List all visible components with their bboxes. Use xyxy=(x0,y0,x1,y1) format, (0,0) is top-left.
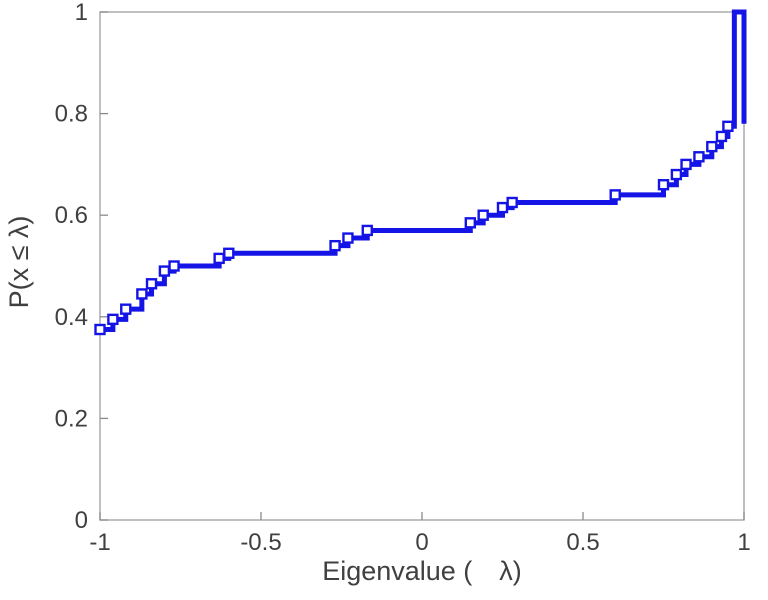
y-tick-label: 0.8 xyxy=(55,101,88,128)
data-point-marker xyxy=(693,151,705,163)
data-point-marker xyxy=(609,189,621,201)
x-tick-label: 0 xyxy=(415,529,428,556)
data-point-marker xyxy=(657,179,670,191)
x-tick-label: -0.5 xyxy=(240,529,281,556)
data-point-marker xyxy=(94,323,106,336)
data-point-marker xyxy=(136,288,148,300)
ecdf-step-line xyxy=(100,9,747,332)
data-point-marker xyxy=(477,209,489,221)
data-point-marker xyxy=(107,313,119,326)
x-tick-label: -1 xyxy=(89,529,110,556)
axes-layer: -1 -0.5 0 0.5 1 0 0.2 0.4 0.6 0.8 1 xyxy=(55,0,751,556)
data-point-marker xyxy=(715,130,728,143)
data-point-marker xyxy=(496,201,509,214)
y-tick-label: 0 xyxy=(75,507,88,534)
y-tick-label: 0.4 xyxy=(55,304,88,331)
data-point-marker xyxy=(342,232,354,244)
data-point-marker xyxy=(680,158,692,171)
x-tick-label: 0.5 xyxy=(566,529,599,556)
data-point-marker xyxy=(213,252,225,265)
data-point-marker xyxy=(706,140,718,153)
data-point-marker xyxy=(223,247,235,260)
y-tick-label: 0.2 xyxy=(55,405,88,432)
y-tick-label: 1 xyxy=(75,0,88,26)
plot-layer xyxy=(94,9,747,336)
y-axis-label: P(x ≤ λ) xyxy=(4,216,34,309)
data-point-marker xyxy=(158,265,171,277)
data-point-marker xyxy=(464,217,476,229)
data-point-marker xyxy=(506,196,518,209)
y-tick-label: 0.6 xyxy=(55,202,88,229)
data-point-marker xyxy=(145,278,158,290)
x-tick-label: 1 xyxy=(737,529,750,556)
x-axis-label: Eigenvalue ( λ) xyxy=(322,556,522,586)
data-point-marker xyxy=(722,120,734,133)
data-point-marker xyxy=(670,168,683,181)
data-point-marker xyxy=(120,303,132,315)
data-point-marker xyxy=(361,224,373,237)
data-point-marker xyxy=(168,260,180,272)
data-point-marker xyxy=(329,239,341,252)
